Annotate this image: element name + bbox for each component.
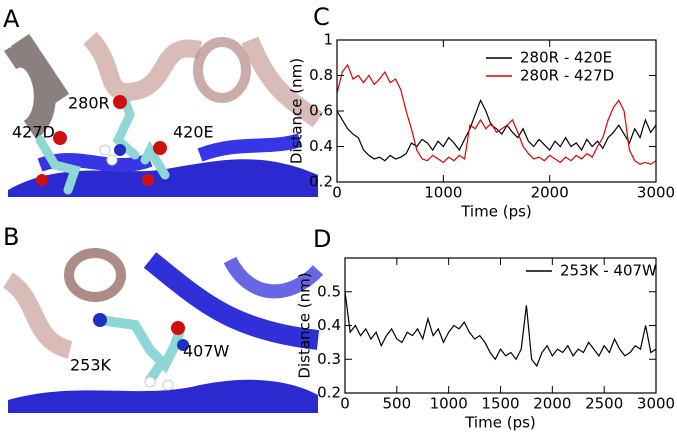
- x-axis-title: Time (ps): [464, 414, 536, 432]
- y-tick-label: 0.6: [309, 102, 333, 120]
- y-tick-label: 0.2: [309, 173, 333, 191]
- x-tick-label: 0: [340, 395, 350, 413]
- residue-label: 420E: [173, 123, 214, 142]
- y-tick-label: 0.5: [317, 282, 341, 300]
- data-line: [336, 63, 657, 165]
- molecule-image-a: [3, 31, 324, 197]
- x-tick-label: 2000: [531, 184, 569, 202]
- legend-label: 280R - 420E: [520, 49, 612, 67]
- panel-label: B: [3, 223, 19, 251]
- x-tick-label: 1000: [430, 395, 468, 413]
- legend-label: 280R - 427D: [520, 67, 614, 85]
- y-axis-title: Distance (nm): [288, 58, 306, 164]
- panel-label: A: [3, 5, 20, 33]
- x-tick-label: 2500: [585, 395, 623, 413]
- x-tick-label: 500: [383, 395, 412, 413]
- x-tick-label: 0: [332, 184, 342, 202]
- panel-label: D: [313, 225, 331, 253]
- residue-label: 427D: [12, 123, 55, 142]
- x-axis-title: Time (ps): [460, 203, 532, 221]
- y-tick-label: 0.2: [317, 384, 341, 402]
- x-tick-label: 3000: [637, 184, 675, 202]
- y-tick-label: 0.4: [309, 137, 333, 155]
- residue-label: 253K: [70, 356, 112, 375]
- panel-label: C: [313, 3, 330, 31]
- x-tick-label: 1500: [481, 395, 519, 413]
- x-tick-label: 2000: [533, 395, 571, 413]
- x-tick-label: 1000: [424, 184, 462, 202]
- molecule-image-b: [2, 248, 324, 413]
- data-line: [344, 291, 657, 368]
- y-tick-label: 1: [323, 31, 333, 49]
- x-tick-label: 3000: [637, 395, 675, 413]
- y-tick-label: 0.3: [317, 350, 341, 368]
- residue-label: 407W: [183, 342, 230, 361]
- legend-label: 253K - 407W: [560, 262, 657, 280]
- residue-label: 280R: [68, 94, 110, 113]
- y-axis-title: Distance (nm): [296, 272, 314, 378]
- y-tick-label: 0.8: [309, 66, 333, 84]
- y-tick-label: 0.4: [317, 316, 341, 334]
- data-line: [336, 98, 657, 162]
